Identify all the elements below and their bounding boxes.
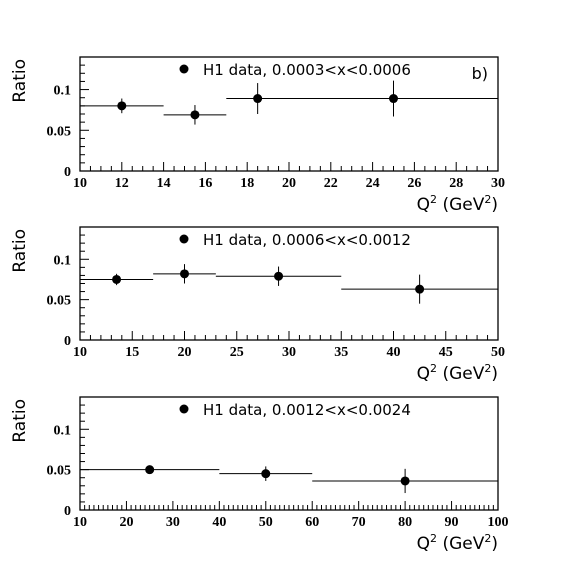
x-tick-label: 10 [73, 176, 87, 191]
data-point [274, 271, 284, 281]
x-tick-label: 100 [488, 515, 509, 530]
y-tick-label: 0.05 [47, 464, 72, 479]
data-point [190, 110, 200, 120]
x-tick-label: 30 [282, 345, 296, 360]
legend-label: H1 data, 0.0006<x<0.0012 [203, 231, 411, 249]
x-tick-label: 70 [352, 515, 366, 530]
x-tick-label: 10 [73, 345, 87, 360]
y-tick-label: 0.1 [54, 253, 72, 268]
y-tick-label: 0.1 [54, 423, 72, 438]
x-tick-label: 18 [240, 176, 254, 191]
legend-label: H1 data, 0.0012<x<0.0024 [203, 401, 411, 419]
x-tick-label: 24 [366, 176, 380, 191]
x-tick-label: 10 [73, 515, 87, 530]
y-tick-label: 0.05 [47, 294, 72, 309]
y-tick-label: 0 [64, 504, 71, 519]
x-tick-label: 90 [445, 515, 459, 530]
x-tick-label: 80 [398, 515, 412, 530]
x-tick-label: 40 [212, 515, 226, 530]
x-axis-label: Q2 (GeV2) [417, 193, 498, 215]
legend-marker [179, 404, 189, 414]
x-tick-label: 20 [178, 345, 192, 360]
y-axis-label: Ratio [10, 59, 30, 103]
y-tick-label: 0.1 [54, 84, 72, 99]
legend-marker [179, 64, 189, 74]
x-tick-label: 50 [259, 515, 273, 530]
x-tick-label: 45 [439, 345, 453, 360]
x-tick-label: 30 [166, 515, 180, 530]
panel-label: b) [472, 64, 488, 83]
data-point [389, 94, 398, 104]
x-tick-label: 26 [407, 176, 421, 191]
x-tick-label: 50 [491, 345, 505, 360]
x-tick-label: 22 [324, 176, 338, 191]
y-tick-label: 0.05 [47, 124, 72, 139]
x-tick-label: 60 [305, 515, 319, 530]
legend-marker [179, 234, 189, 244]
x-tick-label: 28 [449, 176, 463, 191]
y-tick-label: 0 [64, 334, 71, 349]
data-point [180, 269, 189, 279]
x-tick-label: 12 [115, 176, 129, 191]
y-tick-label: 0 [64, 165, 71, 180]
x-tick-label: 30 [491, 176, 505, 191]
x-axis-label: Q2 (GeV2) [417, 532, 498, 554]
x-tick-label: 40 [387, 345, 401, 360]
legend-label: H1 data, 0.0003<x<0.0006 [203, 61, 411, 79]
x-tick-label: 35 [334, 345, 348, 360]
data-point [145, 465, 155, 475]
y-axis-label: Ratio [10, 229, 30, 273]
data-point [261, 469, 271, 479]
x-tick-label: 16 [198, 176, 212, 191]
data-point [112, 274, 122, 284]
chart-panel-3: 10 20 30 40 50 60 70 80 90 100 0 0.05 0.1 Ratio Q2 (Ge… [10, 396, 509, 554]
data-point [253, 94, 263, 104]
x-tick-label: 15 [125, 345, 139, 360]
data-point [117, 101, 127, 111]
x-tick-label: 25 [230, 345, 244, 360]
x-axis-label: Q2 (GeV2) [417, 362, 498, 384]
data-point [415, 284, 425, 294]
x-tick-label: 20 [282, 176, 296, 191]
data-point [400, 476, 410, 486]
x-tick-label: 14 [157, 176, 171, 191]
chart-panel-2: 10 15 20 25 30 35 40 45 50 0 0.05 0.1 Ratio Q2 (GeV2)… [10, 226, 505, 384]
x-tick-label: 20 [119, 515, 133, 530]
chart-panel-1: 10 12 14 16 18 20 22 24 26 28 30 0 0.05 0.1 Ratio Q2 (G… [10, 56, 505, 215]
y-axis-label: Ratio [10, 399, 30, 443]
